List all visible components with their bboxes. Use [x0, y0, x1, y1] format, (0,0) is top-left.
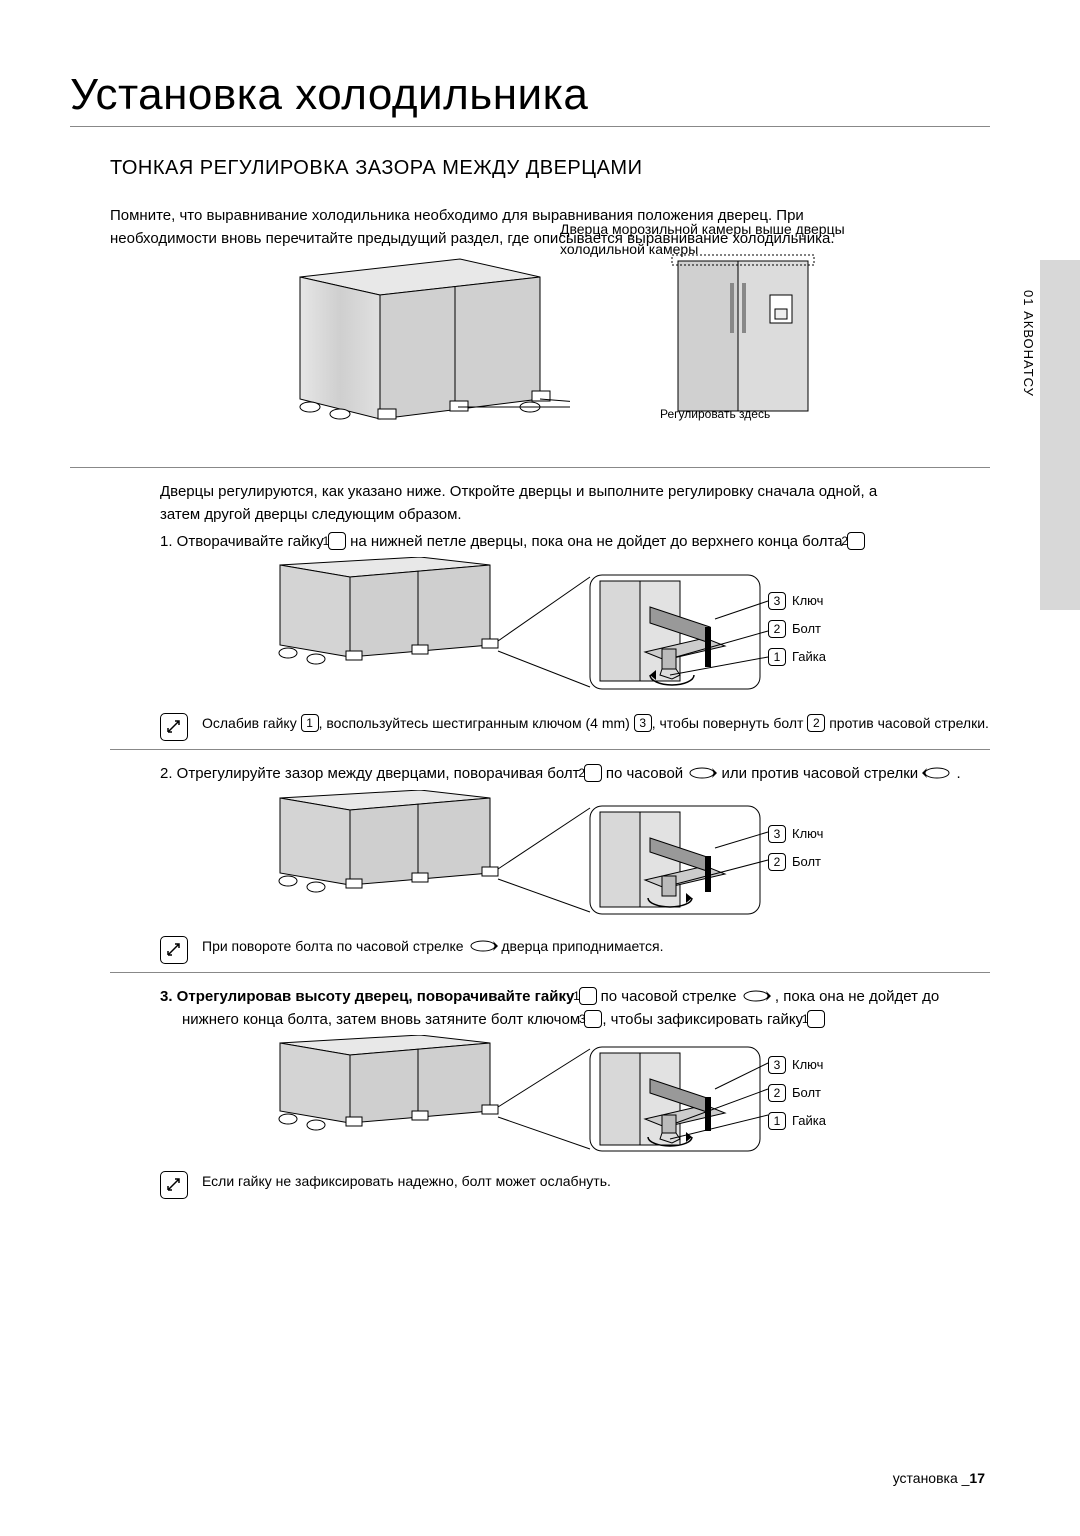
divider [70, 467, 990, 468]
figure-1: Дверца морозильной камеры выше дверцы хо… [160, 259, 990, 459]
arrow-cw-icon [468, 939, 498, 953]
adjust-here-label: Регулировать здесь [660, 407, 770, 421]
arrow-cw-icon [741, 989, 771, 1003]
section-subtitle: ТОНКАЯ РЕГУЛИРОВКА ЗАЗОРА МЕЖДУ ДВЕРЦАМИ [110, 157, 990, 180]
note-icon [160, 1171, 188, 1199]
doors-adjust-paragraph: Дверцы регулируются, как указано ниже. О… [160, 480, 880, 527]
arrow-cw-icon [687, 766, 717, 780]
step-2: 2. Отрегулируйте зазор между дверцами, п… [160, 762, 990, 785]
figure-step2: 3Ключ 2Болт [160, 790, 990, 930]
note-1: Ослабив гайку 1, воспользуйтесь шестигра… [160, 713, 990, 741]
fridge-base-detail-icon [220, 790, 830, 930]
figure-step3: 3Ключ 2Болт 1Гайка [160, 1035, 990, 1165]
fridge-isometric-icon [240, 249, 570, 439]
divider [110, 749, 990, 750]
page-title: Установка холодильника [70, 70, 990, 127]
note-icon [160, 936, 188, 964]
section-tab-label: 01 АКВОНАТСУ [1021, 290, 1036, 397]
ref-2: 2 [847, 532, 865, 550]
fridge-base-detail-icon [220, 557, 830, 707]
step-3: 3. Отрегулировав высоту дверец, поворачи… [160, 985, 990, 1032]
page-footer: установка _17 [893, 1470, 985, 1486]
divider [110, 972, 990, 973]
detail-labels-1: 3Ключ 2Болт 1Гайка [768, 587, 826, 671]
arrow-ccw-icon [922, 766, 952, 780]
note-icon [160, 713, 188, 741]
detail-labels-2: 3Ключ 2Болт [768, 820, 823, 876]
note-3: Если гайку не зафиксировать надежно, бол… [160, 1171, 990, 1199]
ref-1: 1 [328, 532, 346, 550]
figure-step1: 3Ключ 2Болт 1Гайка [160, 557, 990, 707]
section-tab [1040, 260, 1080, 610]
fridge-base-detail-icon [220, 1035, 830, 1165]
fridge-front-icon [670, 253, 820, 423]
detail-labels-3: 3Ключ 2Болт 1Гайка [768, 1051, 826, 1135]
note-2: При повороте болта по часовой стрелке дв… [160, 936, 990, 964]
step-1: 1. Отворачивайте гайку 1 на нижней петле… [160, 530, 990, 553]
